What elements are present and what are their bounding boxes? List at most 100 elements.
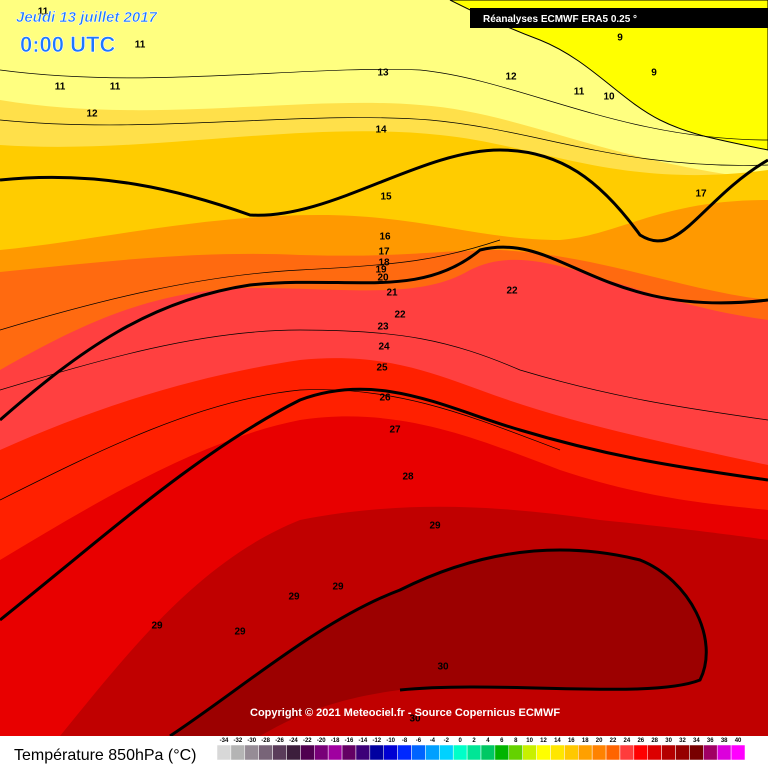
contour-label: 23 <box>377 322 389 333</box>
contour-label: 11 <box>38 7 49 18</box>
contour-label: 20 <box>377 273 389 284</box>
legend-swatch <box>730 744 746 761</box>
legend-swatch <box>452 744 468 761</box>
contour-label: 15 <box>380 192 392 203</box>
legend-label: -30 <box>247 738 256 744</box>
legend-label: 28 <box>651 738 658 744</box>
contour-label: 18 <box>378 258 390 269</box>
legend-swatch <box>397 744 412 761</box>
contour-label: 29 <box>332 582 344 593</box>
legend-swatch <box>314 744 329 761</box>
copyright: Copyright © 2021 Meteociel.fr - Source C… <box>250 707 560 719</box>
contour-label: 11 <box>55 82 66 93</box>
legend-label: 10 <box>526 738 533 744</box>
legend-swatch <box>508 744 523 761</box>
legend-swatch <box>383 744 398 761</box>
legend-label: -6 <box>416 738 422 744</box>
legend-swatch <box>536 744 551 761</box>
legend-label: -16 <box>345 738 354 744</box>
legend-swatch <box>300 744 315 761</box>
legend-label: 2 <box>472 738 476 744</box>
legend-swatch <box>411 744 426 761</box>
legend-swatch <box>272 744 287 761</box>
legend-swatch <box>258 744 273 761</box>
contour-label: 13 <box>377 68 389 79</box>
legend-swatch <box>675 744 690 761</box>
legend-swatch <box>689 744 704 761</box>
legend-label: 4 <box>486 738 490 744</box>
legend-label: 38 <box>721 738 728 744</box>
contour-label: 27 <box>389 425 401 436</box>
contour-label: 19 <box>375 265 387 276</box>
contour-label: 22 <box>394 310 406 321</box>
legend-label: -8 <box>402 738 408 744</box>
contour-label: 26 <box>379 393 391 404</box>
contour-label: 10 <box>603 92 615 103</box>
legend-swatch <box>480 744 496 761</box>
legend-label: -10 <box>386 738 395 744</box>
legend-title: Température 850hPa (°C) <box>14 747 196 764</box>
legend-swatch <box>355 744 371 761</box>
legend-label: -34 <box>220 738 229 744</box>
legend-label: -28 <box>261 738 270 744</box>
legend-swatch <box>466 744 482 761</box>
legend-label: -26 <box>275 738 284 744</box>
legend-swatch <box>633 744 648 761</box>
legend-swatch <box>369 744 384 761</box>
legend-label: -12 <box>372 738 381 744</box>
legend-label: -18 <box>331 738 340 744</box>
band <box>170 550 707 736</box>
legend-swatch <box>341 744 357 761</box>
legend-swatch <box>591 744 607 761</box>
contour-label: 17 <box>695 189 707 200</box>
legend-swatch <box>619 744 635 761</box>
source-box <box>470 8 768 28</box>
contour-label: 12 <box>505 72 517 83</box>
legend-swatch <box>494 744 510 761</box>
legend-label: 22 <box>610 738 617 744</box>
contour-label: 29 <box>288 592 300 603</box>
legend-label: 26 <box>637 738 644 744</box>
legend-swatch <box>564 744 579 761</box>
contour-label: 22 <box>506 286 518 297</box>
date: Jeudi 13 juillet 2017 <box>16 9 158 26</box>
legend-label: -24 <box>289 738 298 744</box>
legend-label: 18 <box>582 738 589 744</box>
contour-label: 29 <box>151 621 163 632</box>
legend-swatch <box>647 744 662 761</box>
legend-label: -20 <box>317 738 326 744</box>
legend-label: 8 <box>514 738 518 744</box>
legend-label: -14 <box>359 738 368 744</box>
legend-swatch <box>550 744 565 761</box>
legend-label: 36 <box>707 738 714 744</box>
legend-swatch <box>661 744 676 761</box>
contour-label: 9 <box>617 33 623 44</box>
legend-swatch <box>230 744 246 761</box>
contour-label: 17 <box>378 247 390 258</box>
legend-label: 34 <box>693 738 700 744</box>
legend-label: -32 <box>234 738 243 744</box>
contour-label: 11 <box>574 87 585 98</box>
legend-label: -2 <box>444 738 450 744</box>
legend-swatch <box>578 744 593 761</box>
legend-swatch <box>216 744 232 761</box>
legend-label: 0 <box>458 738 462 744</box>
time: 0:00 UTC <box>20 32 115 57</box>
legend-label: 16 <box>568 738 575 744</box>
contours <box>0 68 768 501</box>
legend-swatch <box>439 744 454 761</box>
legend-swatch <box>522 744 537 761</box>
legend-swatch <box>327 744 343 761</box>
contour-label: 28 <box>402 472 414 483</box>
legend-label: 14 <box>554 738 561 744</box>
legend-label: -22 <box>303 738 312 744</box>
contour-label: 11 <box>110 82 121 93</box>
contour-label: 24 <box>378 342 390 353</box>
legend-label: 32 <box>679 738 686 744</box>
contour-label: 16 <box>379 232 391 243</box>
contour-label: 11 <box>135 40 146 51</box>
legend-swatch <box>244 744 259 761</box>
legend-label: 30 <box>665 738 672 744</box>
